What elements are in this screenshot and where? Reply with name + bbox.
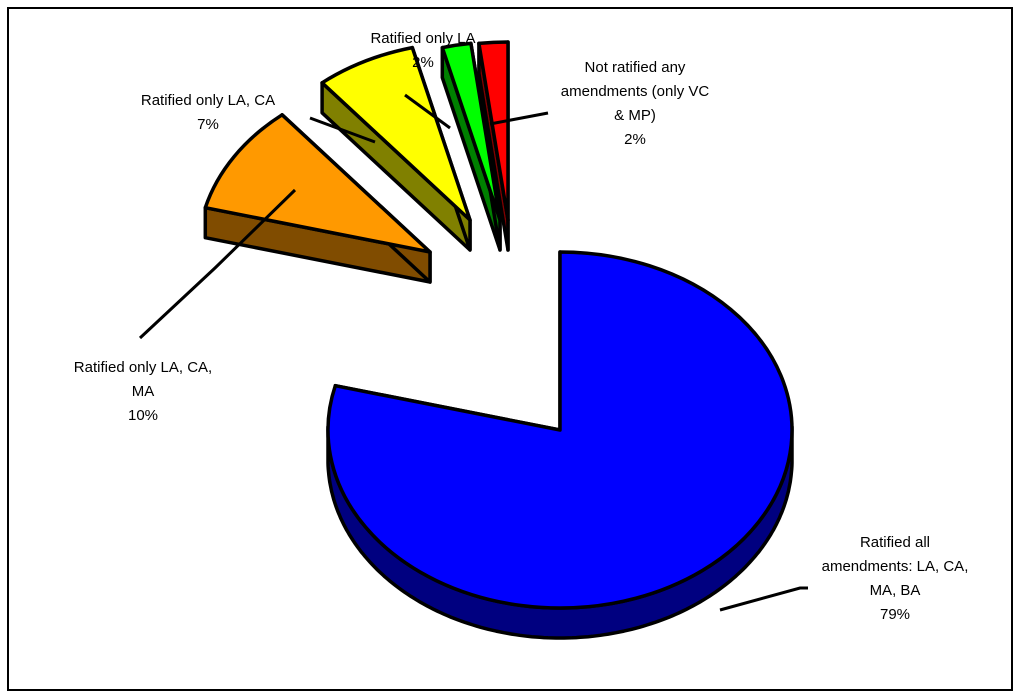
leader-lines (138, 93, 808, 612)
slice-label-1: Ratified only LA, CA, MA 10% (74, 359, 212, 424)
slice-top-2 (320, 45, 472, 222)
slice-label-3: Ratified only LA 2% (370, 30, 475, 71)
slice-labels: Ratified all amendments: LA, CA, MA, BA 79%… (74, 30, 969, 623)
slice-percent-0: 79% (880, 606, 910, 623)
slice-label-line-4-1: amendments (only VC (561, 83, 710, 100)
leader-line-0 (719, 586, 808, 612)
slice-label-line-4-0: Not ratified any (585, 59, 686, 76)
slice-percent-2: 7% (197, 116, 219, 133)
slice-top-0 (326, 250, 794, 610)
slice-top-4 (477, 40, 510, 222)
slice-label-4: Not ratified any amendments (only VC & MP)… (561, 59, 710, 148)
slice-label-line-4-2: & MP) (614, 107, 656, 124)
pie-tops (203, 40, 794, 610)
slice-top-3 (440, 41, 502, 222)
slice-label-line-2-0: Ratified only LA, CA (141, 92, 275, 109)
leader-line-4 (489, 111, 549, 126)
slice-label-2: Ratified only LA, CA 7% (141, 92, 275, 133)
slice-label-line-0-0: Ratified all (860, 534, 930, 551)
slice-label-0: Ratified all amendments: LA, CA, MA, BA 79% (822, 534, 969, 623)
leader-line-1 (138, 188, 297, 340)
slice-label-line-0-1: amendments: LA, CA, (822, 558, 969, 575)
slice-percent-1: 10% (128, 407, 158, 424)
slice-label-line-3-0: Ratified only LA (370, 30, 475, 47)
slice-label-line-0-2: MA, BA (870, 582, 921, 599)
slice-label-line-1-1: MA (132, 383, 155, 400)
slice-percent-3: 2% (412, 54, 434, 71)
slice-percent-4: 2% (624, 131, 646, 148)
slice-label-line-1-0: Ratified only LA, CA, (74, 359, 212, 376)
slice-top-1 (203, 113, 432, 254)
leader-line-2 (309, 116, 376, 144)
leader-line-3 (404, 93, 451, 130)
